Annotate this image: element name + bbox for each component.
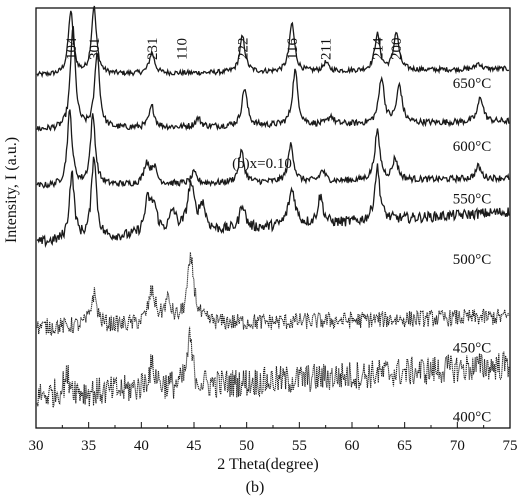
x-tick-label: 75: [503, 438, 518, 454]
series-line-2: [36, 109, 510, 189]
x-tick-label: 55: [292, 438, 307, 454]
x-tick-label: 65: [397, 438, 412, 454]
peak-label: 211: [319, 38, 335, 60]
peak-label: 214: [370, 37, 386, 60]
x-axis-label: 2 Theta(degree): [217, 456, 318, 473]
series-label: 550°C: [453, 191, 492, 207]
sample-annotation: (b)x=0.10: [232, 156, 292, 172]
peak-label: 200: [389, 38, 405, 61]
x-axis-ticks: 30 35 40 45 50 55 60 65 70 75: [29, 422, 518, 454]
peak-label: 222: [236, 38, 252, 61]
x-tick-label: 45: [187, 438, 202, 454]
x-tick-label: 50: [239, 438, 254, 454]
series-layer: [36, 5, 510, 408]
x-tick-label: 35: [81, 438, 96, 454]
series-label: 600°C: [453, 139, 492, 155]
series-label: 400°C: [453, 410, 492, 426]
x-tick-label: 40: [134, 438, 149, 454]
peak-label: 110: [174, 38, 190, 60]
peak-label: 231: [145, 38, 161, 61]
series-line-4: [36, 252, 510, 336]
peak-label: 116: [285, 38, 301, 60]
series-label: 500°C: [453, 252, 492, 268]
series-line-3: [36, 156, 510, 249]
peak-label: 104: [64, 37, 80, 60]
series-line-1: [36, 26, 510, 132]
x-tick-label: 70: [450, 438, 465, 454]
series-line-5: [36, 326, 510, 408]
series-label: 650°C: [453, 76, 492, 92]
series-line-0: [36, 5, 510, 79]
x-tick-label: 60: [345, 438, 360, 454]
series-labels: 650°C 600°C 550°C 500°C 450°C 400°C: [453, 76, 492, 426]
figure-caption: (b): [246, 479, 265, 496]
x-tick-label: 30: [29, 438, 44, 454]
series-label: 450°C: [453, 340, 492, 356]
y-axis-label: Intensity, I (a.u.): [3, 137, 20, 243]
peak-labels: 104 301 231 110 222 116 211 214 200: [64, 37, 405, 60]
peak-label: 301: [87, 38, 103, 61]
